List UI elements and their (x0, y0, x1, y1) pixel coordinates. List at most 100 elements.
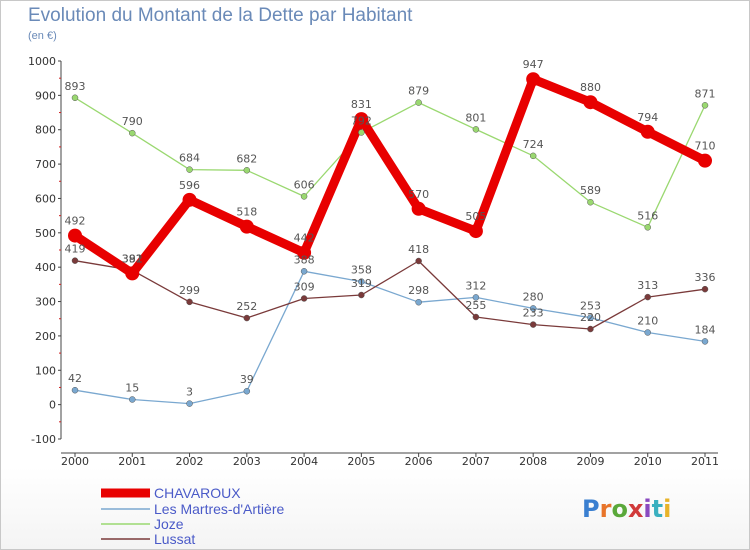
series-lines (72, 74, 708, 405)
data-label: 831 (351, 98, 372, 111)
x-tick-label: 2006 (405, 455, 433, 468)
data-label: 252 (236, 300, 257, 313)
data-label: 3 (186, 386, 193, 399)
data-point (472, 294, 480, 301)
data-point (243, 314, 251, 322)
data-point (68, 228, 82, 243)
data-label: 358 (351, 264, 372, 277)
data-point (701, 338, 709, 345)
data-point (415, 298, 422, 306)
data-point (71, 257, 79, 264)
y-tick-label: -100 (31, 433, 56, 446)
data-label: 792 (351, 114, 372, 127)
data-point (129, 396, 136, 403)
data-point (529, 152, 537, 160)
chart-title: Evolution du Montant de la Dette par Hab… (28, 5, 413, 26)
data-point (415, 257, 422, 265)
x-tick-label: 2011 (691, 455, 719, 468)
data-point (583, 95, 598, 110)
x-tick-label: 2003 (233, 455, 261, 468)
x-tick-label: 2008 (519, 455, 547, 468)
data-label: 391 (122, 252, 143, 265)
logo-letter: i (663, 495, 671, 523)
data-point (358, 129, 365, 136)
data-point (415, 99, 422, 106)
data-label: 570 (408, 188, 429, 201)
data-point (701, 285, 709, 293)
data-point (71, 386, 79, 394)
data-label: 442 (294, 232, 315, 245)
data-label: 210 (637, 314, 658, 327)
data-label: 790 (122, 115, 143, 128)
series-line-1 (74, 270, 706, 405)
data-label: 724 (523, 138, 544, 151)
data-label: 233 (523, 307, 544, 320)
data-point (587, 325, 594, 333)
data-label: 15 (125, 381, 139, 394)
data-label: 220 (580, 311, 601, 324)
data-label: 492 (65, 215, 86, 228)
data-point (644, 224, 651, 231)
data-label: 505 (465, 210, 486, 223)
chart-subtitle: (en €) (28, 30, 57, 42)
x-tick-label: 2004 (290, 455, 318, 468)
y-tick-label: 300 (35, 296, 56, 309)
data-label: 682 (236, 152, 257, 165)
data-point (698, 153, 712, 168)
data-label: 388 (294, 253, 315, 266)
y-tick-label: 200 (35, 330, 56, 343)
data-label: 871 (695, 87, 716, 100)
data-point (644, 329, 651, 336)
data-label: 794 (637, 111, 658, 124)
logo-letter: r (600, 495, 612, 523)
x-tick-label: 2007 (462, 455, 490, 468)
x-tick-label: 2010 (634, 455, 662, 468)
data-point (300, 295, 308, 302)
data-label: 596 (179, 179, 200, 192)
data-label: 309 (294, 280, 315, 293)
data-label: 313 (637, 279, 658, 292)
data-point (701, 102, 709, 109)
y-tick-label: 0 (49, 399, 56, 412)
data-point (587, 198, 594, 206)
data-point (358, 278, 365, 285)
data-point (472, 313, 480, 321)
data-point (71, 94, 79, 102)
data-label: 42 (68, 372, 82, 385)
data-label: 336 (695, 271, 716, 284)
data-label: 947 (523, 58, 544, 71)
data-label: 184 (695, 323, 716, 336)
legend-label: Joze (154, 516, 184, 532)
y-tick-label: 900 (35, 89, 56, 102)
data-label: 418 (408, 243, 429, 256)
data-label: 880 (580, 81, 601, 94)
x-tick-label: 2005 (347, 455, 375, 468)
data-label: 419 (65, 243, 86, 256)
x-tick-label: 2002 (176, 455, 204, 468)
data-point (125, 266, 140, 281)
logo-letter: o (611, 495, 628, 523)
data-label: 39 (240, 373, 254, 386)
data-point (529, 305, 537, 312)
data-point (243, 387, 251, 395)
y-tick-label: 500 (35, 227, 56, 240)
data-point (300, 268, 308, 275)
y-tick-label: 100 (35, 364, 56, 377)
data-point (529, 321, 537, 328)
axes: -100 0 100 200 300 400 500 600 700 800 900 1000 2000… (28, 55, 719, 468)
x-tick-label: 2009 (576, 455, 604, 468)
data-point (472, 126, 480, 133)
data-point (468, 224, 483, 239)
x-tick-label: 2000 (61, 455, 89, 468)
y-tick-label: 800 (35, 124, 56, 137)
data-label: 253 (580, 300, 601, 313)
data-point (186, 400, 193, 407)
data-point (239, 219, 254, 234)
data-point (297, 245, 312, 260)
logo-text: Proxiti (582, 495, 671, 523)
data-point (411, 201, 426, 216)
logo-letter: P (582, 495, 600, 523)
data-label: 684 (179, 152, 200, 165)
data-label: 280 (523, 290, 544, 303)
